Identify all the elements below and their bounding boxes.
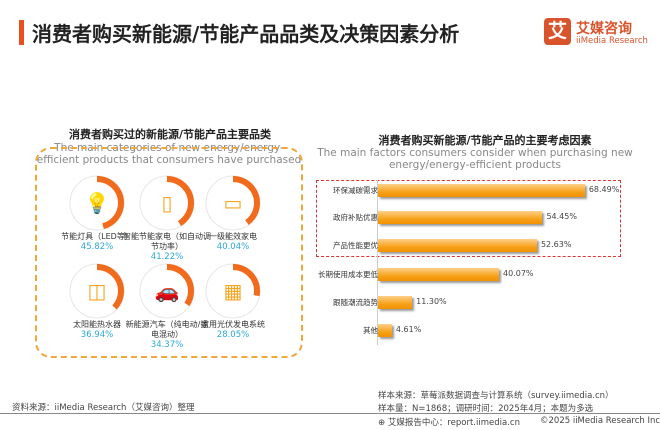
iimedia-logo: 艾 艾媒咨询 iiMedia Research <box>544 18 654 48</box>
bar <box>378 324 392 337</box>
logo-name-en: iiMedia Research <box>576 36 648 46</box>
bar-category-label: 环保减碳需求 <box>333 186 378 195</box>
bar-row: 长期使用成本更低 40.07% <box>310 268 650 282</box>
progress-ring <box>70 264 124 318</box>
page-title: 消费者购买新能源/节能产品品类及决策因素分析 <box>32 22 460 46</box>
bar-value-label: 4.61% <box>395 325 422 334</box>
svg-text:▯: ▯ <box>161 191 172 215</box>
category-percent: 41.22% <box>150 252 184 262</box>
refrigerator-icon: ▯ <box>139 175 195 231</box>
category-label: 节能灯具（LED等） <box>61 232 133 241</box>
bar <box>378 268 499 281</box>
category-item: ▭ 一级能效家电 40.04% <box>188 174 278 252</box>
bar-value-label: 40.07% <box>503 269 534 278</box>
bar-category-label: 产品性能更优 <box>333 241 378 250</box>
progress-ring <box>70 176 124 230</box>
progress-ring <box>206 176 260 230</box>
footer-divider <box>0 413 660 414</box>
svg-text:▦: ▦ <box>224 279 243 303</box>
report-center: ⊕ 艾媒报告中心：report.iimedia.cn <box>378 418 520 428</box>
highlight-box <box>316 180 621 257</box>
category-item: ▦ 家用光伏发电系统 28.05% <box>188 262 278 340</box>
bar-row: 其他 4.61% <box>310 324 650 338</box>
category-item: 💡 节能灯具（LED等） 45.82% <box>52 174 142 252</box>
category-percent: 34.37% <box>150 340 184 350</box>
logo-mark: 艾 <box>544 18 571 45</box>
svg-text:🚗: 🚗 <box>155 279 180 303</box>
category-label: 太阳能热水器 <box>73 320 121 329</box>
bar-category-label: 其他 <box>363 326 378 335</box>
globe-icon: ⊕ <box>378 418 388 428</box>
chart-subtitle: The main factors consumers consider when… <box>317 147 633 171</box>
bar <box>378 184 585 197</box>
category-percent: 28.05% <box>216 330 250 340</box>
bar-value-label: 68.49% <box>588 185 620 194</box>
bar-row: 跟随潮流趋势 11.30% <box>310 296 650 310</box>
left-panel-title: 消费者购买过的新能源/节能产品主要品类 <box>68 128 272 141</box>
svg-text:◫: ◫ <box>88 279 107 303</box>
bar-value-label: 54.45% <box>546 212 577 221</box>
category-percent: 40.04% <box>216 242 250 252</box>
bar-value-label: 11.30% <box>416 297 447 306</box>
svg-text:▭: ▭ <box>224 191 243 215</box>
air-conditioner-icon: ▭ <box>205 175 261 231</box>
category-label: 智能节能家电（如自动调节功率） <box>123 232 211 251</box>
category-percent: 45.82% <box>80 242 114 252</box>
lightbulb-icon: 💡 <box>69 175 125 231</box>
category-label: 家用光伏发电系统 <box>201 320 265 329</box>
sample-source: 样本来源：草莓派数据调查与计算系统（survey.iimedia.cn） <box>378 391 614 401</box>
category-label: 一级能效家电 <box>209 232 257 241</box>
bar <box>378 296 413 309</box>
progress-ring <box>140 176 194 230</box>
bar-row: 政府补贴优惠 54.45% <box>310 211 650 225</box>
bar-row: 产品性能更优 52.63% <box>310 239 650 253</box>
left-panel-frame <box>35 147 303 358</box>
title-accent-bar <box>19 20 24 45</box>
water-heater-icon: ◫ <box>69 263 125 319</box>
logo-name-cn: 艾媒咨询 <box>576 21 632 37</box>
bar-value-label: 52.63% <box>540 240 572 249</box>
chart-title: 消费者购买新能源/节能产品的主要考虑因素 <box>378 134 592 147</box>
category-percent: 36.94% <box>80 330 114 340</box>
svg-text:💡: 💡 <box>85 191 110 215</box>
bar-category-label: 跟随潮流趋势 <box>333 298 378 307</box>
category-label: 新能源汽车（纯电动/插电混动） <box>125 320 209 339</box>
sample-size: 样本量：N=1868；调研时间：2025年4月；本题为多选 <box>378 404 594 414</box>
bar-category-label: 长期使用成本更低 <box>318 270 378 279</box>
progress-ring <box>140 264 194 318</box>
category-item: 🚗 新能源汽车（纯电动/插电混动） 34.37% <box>122 262 212 350</box>
bar-category-label: 政府补贴优惠 <box>333 213 378 222</box>
progress-ring <box>206 264 260 318</box>
source-note: 资料来源：iiMedia Research（艾媒咨询）整理 <box>12 403 195 413</box>
bar-row: 环保减碳需求 68.49% <box>310 184 650 198</box>
solar-panel-icon: ▦ <box>205 263 261 319</box>
bar <box>378 239 537 252</box>
category-item: ◫ 太阳能热水器 36.94% <box>52 262 142 340</box>
chart-axis <box>377 180 378 345</box>
electric-car-icon: 🚗 <box>139 263 195 319</box>
copyright: ©2025 iiMedia Research Inc <box>540 416 660 426</box>
bar <box>378 211 543 224</box>
category-item: ▯ 智能节能家电（如自动调节功率） 41.22% <box>122 174 212 262</box>
